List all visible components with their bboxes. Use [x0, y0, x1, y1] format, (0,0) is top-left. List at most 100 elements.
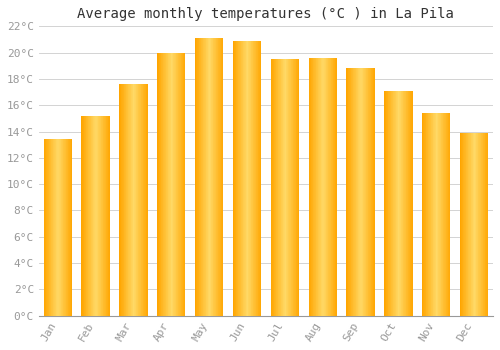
Bar [336, 58, 337, 316]
Bar [435, 113, 436, 316]
Bar [409, 91, 410, 316]
Bar [256, 41, 257, 316]
Bar [71, 139, 72, 316]
Bar [260, 41, 261, 316]
Bar [200, 38, 202, 316]
Bar [426, 113, 427, 316]
Bar [247, 41, 248, 316]
Bar [445, 113, 446, 316]
Bar [348, 68, 349, 316]
Bar [460, 133, 462, 316]
Bar [349, 68, 350, 316]
Bar [196, 38, 197, 316]
Bar [320, 58, 322, 316]
Bar [123, 84, 124, 316]
Bar [142, 84, 144, 316]
Bar [139, 84, 140, 316]
Bar [441, 113, 442, 316]
Bar [314, 58, 315, 316]
Bar [425, 113, 426, 316]
Bar [128, 84, 129, 316]
Bar [438, 113, 439, 316]
Bar [214, 38, 215, 316]
Bar [273, 59, 274, 316]
Bar [356, 68, 357, 316]
Bar [64, 139, 65, 316]
Bar [88, 116, 89, 316]
Bar [282, 59, 284, 316]
Bar [447, 113, 448, 316]
Bar [394, 91, 395, 316]
Bar [327, 58, 328, 316]
Bar [298, 59, 299, 316]
Bar [177, 52, 178, 316]
Bar [480, 133, 481, 316]
Bar [287, 59, 288, 316]
Bar [122, 84, 123, 316]
Bar [437, 113, 438, 316]
Bar [47, 139, 48, 316]
Bar [436, 113, 437, 316]
Bar [316, 58, 317, 316]
Bar [474, 133, 475, 316]
Bar [137, 84, 138, 316]
Bar [49, 139, 50, 316]
Bar [477, 133, 478, 316]
Bar [167, 52, 168, 316]
Bar [422, 113, 423, 316]
Bar [257, 41, 258, 316]
Bar [442, 113, 444, 316]
Bar [85, 116, 86, 316]
Bar [423, 113, 424, 316]
Bar [387, 91, 388, 316]
Bar [396, 91, 397, 316]
Bar [209, 38, 210, 316]
Bar [144, 84, 145, 316]
Bar [397, 91, 398, 316]
Bar [407, 91, 408, 316]
Bar [432, 113, 434, 316]
Bar [57, 139, 58, 316]
Bar [68, 139, 69, 316]
Bar [362, 68, 364, 316]
Bar [140, 84, 141, 316]
Bar [208, 38, 209, 316]
Bar [430, 113, 432, 316]
Bar [95, 116, 96, 316]
Bar [290, 59, 291, 316]
Bar [280, 59, 281, 316]
Bar [165, 52, 166, 316]
Bar [59, 139, 60, 316]
Bar [218, 38, 219, 316]
Bar [185, 52, 186, 316]
Bar [82, 116, 83, 316]
Bar [119, 84, 120, 316]
Bar [238, 41, 239, 316]
Bar [472, 133, 474, 316]
Bar [347, 68, 348, 316]
Bar [44, 139, 45, 316]
Bar [392, 91, 394, 316]
Bar [234, 41, 235, 316]
Bar [67, 139, 68, 316]
Bar [258, 41, 259, 316]
Bar [395, 91, 396, 316]
Bar [96, 116, 97, 316]
Bar [240, 41, 242, 316]
Bar [484, 133, 485, 316]
Bar [404, 91, 405, 316]
Bar [204, 38, 205, 316]
Bar [319, 58, 320, 316]
Bar [179, 52, 180, 316]
Bar [462, 133, 463, 316]
Bar [135, 84, 136, 316]
Bar [390, 91, 392, 316]
Bar [52, 139, 53, 316]
Bar [124, 84, 125, 316]
Bar [278, 59, 279, 316]
Bar [464, 133, 465, 316]
Bar [87, 116, 88, 316]
Bar [329, 58, 330, 316]
Bar [50, 139, 51, 316]
Bar [297, 59, 298, 316]
